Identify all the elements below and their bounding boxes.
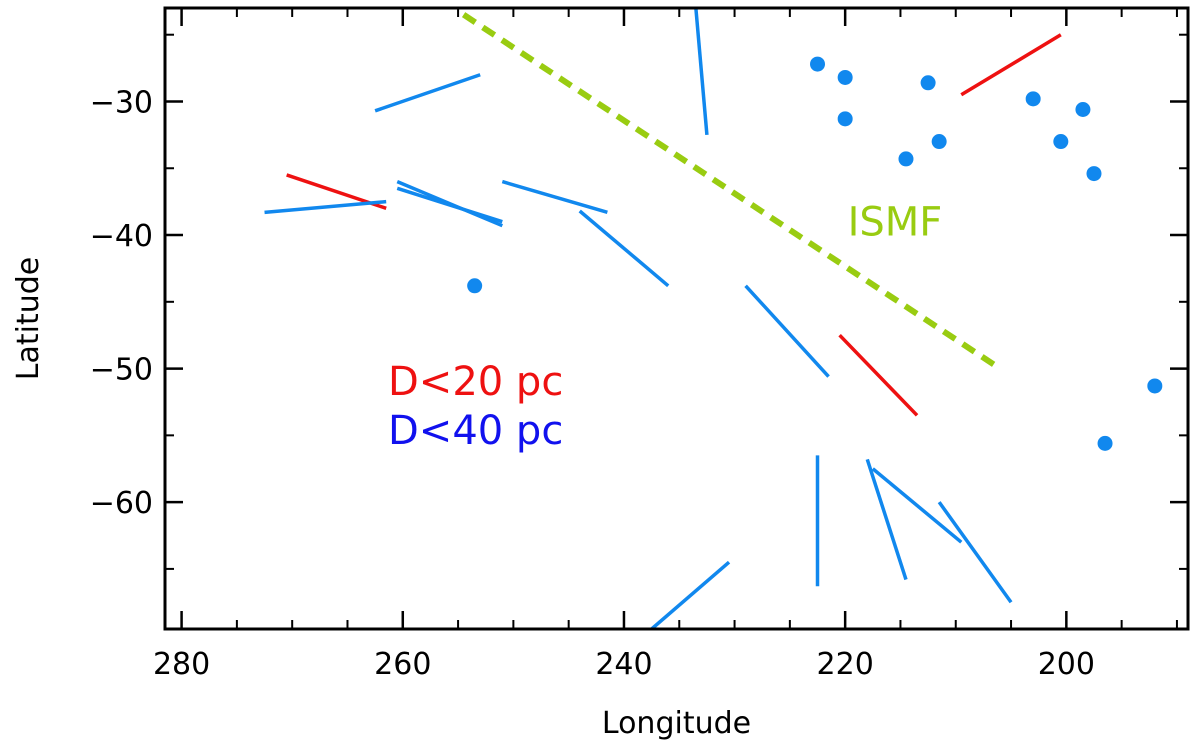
legend-entry-near: D<20 pc (388, 359, 563, 405)
far-segment (578, 209, 670, 288)
far-point (920, 75, 936, 91)
far-point (1097, 435, 1113, 451)
far-point (1147, 378, 1163, 394)
far-segment (744, 284, 830, 378)
chart-data-layer (264, 8, 1163, 629)
legend-entry-far: D<40 pc (388, 408, 563, 454)
y-axis-label: Latitude (11, 257, 46, 380)
far-segment (264, 199, 387, 215)
y-tick-label: −50 (90, 353, 153, 388)
far-segment (865, 458, 908, 581)
x-tick-label: 260 (374, 647, 431, 682)
chart-ticks: 280 260 240 220 200 −30 −40 −50 −60 (90, 8, 1188, 682)
far-point (837, 111, 853, 127)
y-tick-label: −60 (90, 486, 153, 521)
far-segment (871, 467, 963, 544)
far-segment (937, 501, 1013, 604)
far-point (898, 151, 914, 167)
x-tick-label: 280 (153, 647, 210, 682)
far-point (837, 69, 853, 85)
far-segment (694, 8, 709, 136)
ismf-line (461, 12, 1002, 372)
far-point (810, 56, 826, 72)
y-tick-label: −30 (90, 85, 153, 120)
x-tick-label: 240 (595, 647, 652, 682)
near-segment (960, 33, 1062, 97)
far-segment (396, 186, 503, 224)
chart-axes (163, 6, 1190, 631)
plot-frame (163, 6, 1190, 631)
far-point (931, 134, 947, 150)
far-point (1025, 91, 1041, 107)
y-tick-label: −40 (90, 219, 153, 254)
x-tick-label: 220 (817, 647, 874, 682)
far-segment (650, 560, 731, 629)
far-segment (501, 179, 608, 215)
far-point (467, 278, 483, 294)
far-segment (374, 73, 481, 113)
far-point (1075, 101, 1091, 117)
far-point (1053, 134, 1069, 150)
ismf-annotation: ISMF (848, 200, 943, 246)
x-axis-label: Longitude (602, 706, 751, 741)
x-tick-label: 200 (1038, 647, 1095, 682)
near-segment (838, 333, 919, 417)
far-point (1086, 166, 1102, 182)
